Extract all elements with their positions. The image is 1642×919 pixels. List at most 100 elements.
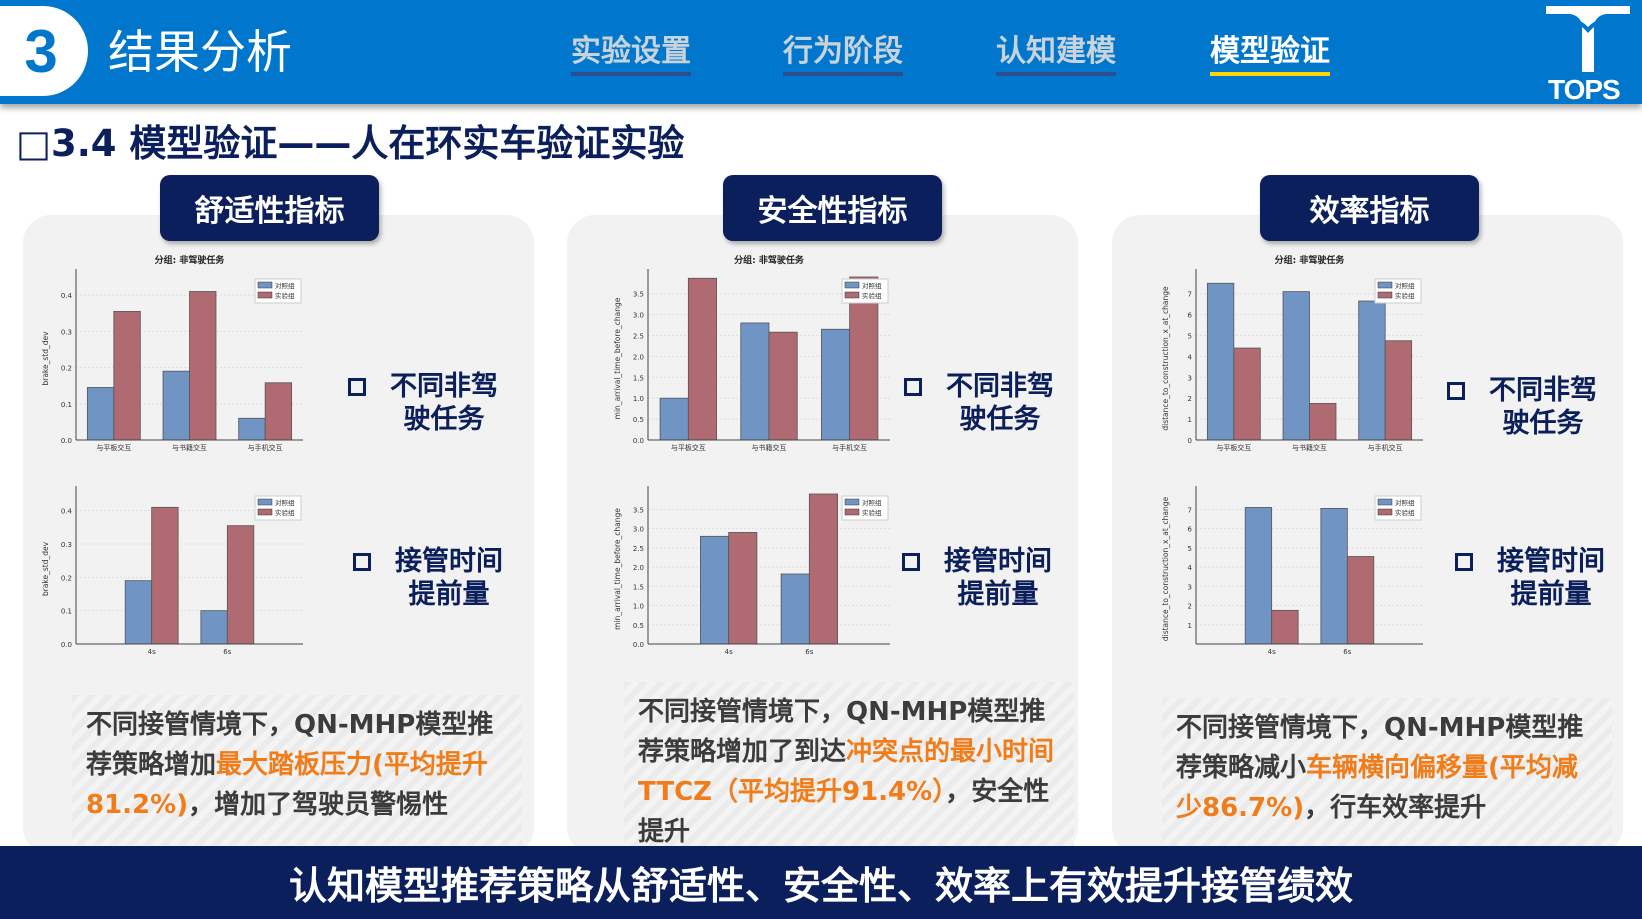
legend-label: 实验组 (862, 508, 882, 517)
bar-control (740, 322, 770, 441)
x-tick-label: 4s (1268, 648, 1276, 656)
legend-label: 对照组 (862, 281, 882, 290)
legend-label: 对照组 (1395, 498, 1415, 507)
bar-control (780, 573, 810, 645)
header-bar: 3 结果分析 实验设置 行为阶段 认知建模 模型验证 TOPS (0, 0, 1642, 105)
legend-label: 对照组 (275, 498, 295, 507)
legend-label: 实验组 (275, 291, 295, 300)
checkbox-square-icon (904, 378, 922, 396)
y-tick-label: 1.0 (633, 603, 644, 611)
nav-tab-behavior[interactable]: 行为阶段 (783, 26, 903, 76)
bar-experiment (808, 493, 838, 645)
x-tick-label: 与平板交互 (1216, 443, 1251, 452)
y-tick-label: 7 (1188, 291, 1192, 299)
badge-safety: 安全性指标 (723, 175, 942, 241)
x-tick-label: 与书籍交互 (172, 443, 207, 452)
note-safety: 不同接管情境下，QN-MHP模型推荐策略增加了到达冲突点的最小时间TTCZ（平均… (624, 682, 1074, 846)
bullet-safety-task: 不同非驾 驶任务 (904, 370, 1054, 436)
bar-control (821, 328, 851, 441)
y-tick-label: 1.5 (633, 374, 644, 382)
nav-tab-cognitive-modeling[interactable]: 认知建模 (996, 26, 1116, 76)
y-tick-label: 0 (1188, 437, 1192, 445)
y-tick-label: 3.0 (633, 526, 644, 534)
y-tick-label: 5 (1188, 545, 1192, 553)
legend-label: 对照组 (862, 498, 882, 507)
chart-comfort-takeover: 分组: 接管时间提前量0.00.10.20.30.4brake_std_dev4… (41, 486, 303, 656)
bar-control (200, 610, 228, 645)
y-tick-label: 0.0 (633, 437, 644, 445)
y-tick-label: 0.4 (61, 508, 73, 516)
bar-experiment (264, 382, 293, 441)
bar-experiment (113, 311, 141, 441)
bar-control (1358, 300, 1386, 441)
bullet-line: 接管时间 (944, 546, 1052, 577)
y-axis-label: distance_to_construction_x_at_change (1161, 286, 1170, 431)
legend-swatch (1377, 508, 1393, 516)
note-comfort: 不同接管情境下，QN-MHP模型推荐策略增加最大踏板压力(平均提升81.2%)，… (72, 695, 522, 845)
checkbox-square-icon (902, 553, 920, 571)
bullet-safety-takeover: 接管时间 提前量 (902, 545, 1052, 611)
bar-control (1244, 507, 1273, 645)
y-tick-label: 1.0 (633, 395, 644, 403)
bullet-line: 不同非驾 (946, 371, 1054, 402)
bullet-line: 不同非驾 (1489, 375, 1597, 406)
tops-logo: TOPS (1540, 0, 1635, 105)
bar-control (1282, 291, 1310, 441)
bar-experiment (1309, 403, 1337, 441)
note-text: ，增加了驾驶员警惕性 (188, 790, 449, 820)
legend-label: 实验组 (1395, 508, 1415, 517)
badge-efficiency: 效率指标 (1260, 175, 1479, 241)
y-tick-label: 2.5 (633, 333, 644, 341)
legend-swatch (1377, 291, 1393, 299)
checkbox-square-icon (1447, 382, 1465, 400)
note-highlight: 车辆横向偏移量(平均减少86.7%) (1176, 753, 1578, 823)
y-axis-label: brake_std_dev (41, 331, 50, 386)
bullet-comfort-takeover: 接管时间 提前量 (353, 545, 503, 611)
checkbox-square-icon (1455, 553, 1473, 571)
bullet-line: 接管时间 (1497, 546, 1605, 577)
bullet-efficiency-task: 不同非驾 驶任务 (1447, 374, 1597, 440)
conclusion-banner: 认知模型推荐策略从舒适性、安全性、效率上有效提升接管绩效 (0, 846, 1642, 919)
y-axis-label: min_arrival_time_before_change (613, 508, 622, 630)
y-tick-label: 3 (1188, 583, 1192, 591)
x-tick-label: 4s (725, 648, 733, 656)
note-text: 不同接管情境下，QN-MHP模型推荐策略减小 (1176, 713, 1584, 783)
bar-experiment (1346, 556, 1375, 645)
section-number: 3 (0, 6, 88, 96)
bar-experiment (728, 532, 758, 645)
bar-control (162, 370, 190, 441)
legend-swatch (257, 281, 273, 289)
x-tick-label: 与手机交互 (248, 443, 283, 452)
legend-label: 实验组 (862, 291, 882, 300)
x-tick-label: 与书籍交互 (1292, 443, 1327, 452)
note-text: ，安全性提升 (638, 777, 1050, 846)
y-tick-label: 0.5 (633, 416, 644, 424)
legend-label: 对照组 (275, 281, 295, 290)
chart-title: 分组: 非驾驶任务 (155, 255, 226, 266)
bullet-line: 不同非驾 (390, 371, 498, 402)
bar-experiment (849, 276, 879, 441)
note-text: 不同接管情境下，QN-MHP模型推荐策略增加了到达 (638, 697, 1046, 767)
bullet-comfort-task: 不同非驾 驶任务 (348, 370, 498, 436)
nav-tab-model-validation[interactable]: 模型验证 (1210, 26, 1330, 76)
legend-swatch (844, 291, 860, 299)
nav-tab-setup[interactable]: 实验设置 (571, 26, 691, 76)
bar-control (659, 397, 689, 441)
chart-safety-task: 分组: 非驾驶任务 0.0 0.5 1.0 1.5 2.0 2.5 3.0 3.5 min_arr… (613, 255, 890, 452)
y-axis-label: min_arrival_time_before_change (613, 297, 622, 419)
x-tick-label: 6s (223, 648, 231, 656)
y-tick-label: 2 (1188, 395, 1192, 403)
bullet-line: 驶任务 (1502, 408, 1584, 439)
bar-experiment (1384, 340, 1413, 441)
badge-comfort: 舒适性指标 (160, 175, 379, 241)
bar-control (700, 535, 730, 645)
y-tick-label: 3.5 (633, 506, 644, 514)
y-tick-label: 2.0 (633, 564, 644, 572)
chart-efficiency-task: 分组: 非驾驶任务 0 1 2 3 4 5 6 7 distance_to_constructio… (1161, 255, 1423, 452)
y-tick-label: 7 (1188, 506, 1192, 514)
bullet-efficiency-takeover: 接管时间 提前量 (1455, 545, 1605, 611)
bar-control (124, 580, 153, 645)
logo-mark-icon (1546, 6, 1630, 72)
legend-swatch (844, 281, 860, 289)
bar-experiment (687, 277, 717, 441)
